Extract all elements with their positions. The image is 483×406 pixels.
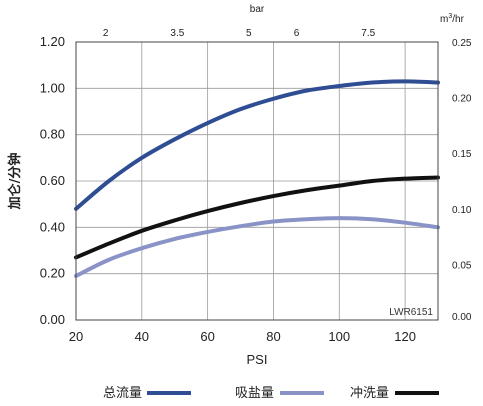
x-tick-label-4: 100 bbox=[328, 329, 350, 344]
y-axis-title: 加仑/分钟 bbox=[7, 153, 23, 211]
legend-label-1: 吸盐量 bbox=[235, 386, 274, 401]
right-tick-label-4: 0.20 bbox=[452, 94, 472, 105]
top-tick-label-0: 2 bbox=[103, 28, 109, 39]
y-tick-label-2: 0.40 bbox=[40, 219, 65, 234]
y-tick-label-3: 0.60 bbox=[40, 173, 65, 188]
chart-annotation: LWR6151 bbox=[389, 307, 433, 318]
right-tick-label-2: 0.10 bbox=[452, 205, 472, 216]
right-tick-label-0: 0.00 bbox=[452, 312, 472, 323]
right-tick-label-3: 0.15 bbox=[452, 149, 472, 160]
x-axis-title: PSI bbox=[247, 352, 268, 367]
legend-label-2: 冲洗量 bbox=[350, 386, 389, 401]
right-axis-title: m3/hr bbox=[440, 13, 465, 25]
y-tick-label-0: 0.00 bbox=[40, 312, 65, 327]
top-tick-label-2: 5 bbox=[246, 28, 252, 39]
x-tick-label-2: 60 bbox=[200, 329, 214, 344]
right-axis-title-suffix: /hr bbox=[452, 14, 464, 25]
top-tick-label-4: 7.5 bbox=[361, 28, 375, 39]
right-tick-label-1: 0.05 bbox=[452, 260, 472, 271]
y-tick-label-6: 1.20 bbox=[40, 34, 65, 49]
top-tick-label-1: 3.5 bbox=[170, 28, 184, 39]
x-tick-label-3: 80 bbox=[266, 329, 280, 344]
y-tick-label-5: 1.00 bbox=[40, 80, 65, 95]
y-axis-ticks: 0.00 0.20 0.40 0.60 0.80 1.00 1.20 bbox=[40, 34, 65, 327]
x-axis-ticks: 20 40 60 80 100 120 bbox=[69, 329, 416, 344]
top-axis-title: bar bbox=[250, 4, 265, 15]
x-tick-label-1: 40 bbox=[135, 329, 149, 344]
x-tick-label-0: 20 bbox=[69, 329, 83, 344]
right-axis-title-base: m bbox=[440, 14, 448, 25]
y-tick-label-1: 0.20 bbox=[40, 266, 65, 281]
legend-label-0: 总流量 bbox=[103, 386, 142, 401]
y-tick-label-4: 0.80 bbox=[40, 127, 65, 142]
x-tick-label-5: 120 bbox=[394, 329, 416, 344]
top-tick-label-3: 6 bbox=[294, 28, 300, 39]
right-axis-ticks: 0.00 0.05 0.10 0.15 0.20 0.25 bbox=[452, 38, 472, 323]
top-axis-ticks: 2 3.5 5 6 7.5 bbox=[103, 28, 376, 39]
right-tick-label-5: 0.25 bbox=[452, 38, 472, 49]
legend: 总流量 吸盐量 冲洗量 bbox=[103, 386, 439, 401]
